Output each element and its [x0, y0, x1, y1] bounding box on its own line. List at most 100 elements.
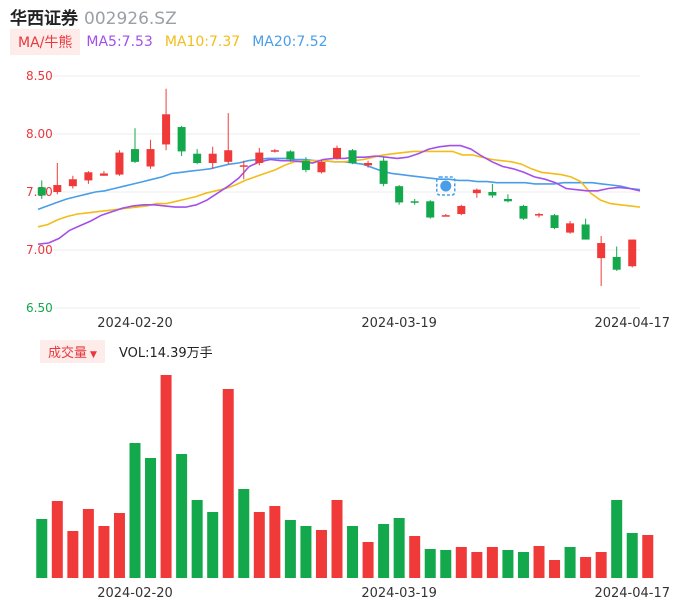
x-tick-label: 2024-02-20	[97, 316, 173, 331]
volume-bar	[284, 520, 296, 578]
marker-frame	[436, 176, 456, 196]
ma10-line	[37, 150, 641, 228]
candle	[53, 163, 62, 195]
volume-bar	[378, 524, 390, 578]
candle	[317, 160, 326, 174]
ma5-legend: MA5:7.53	[86, 34, 153, 50]
candle	[333, 145, 341, 160]
x-tick-label: 2024-04-17	[594, 586, 670, 601]
volume-bar	[269, 506, 281, 578]
volume-bar	[471, 552, 483, 578]
candle	[146, 139, 155, 169]
candle	[239, 160, 248, 180]
candle	[286, 150, 295, 162]
candle	[597, 236, 606, 286]
stock-name: 华西证券	[10, 9, 78, 29]
y-tick-label: 8.00	[26, 127, 53, 141]
candle	[410, 198, 419, 205]
volume-value: VOL:14.39万手	[118, 345, 213, 361]
candle	[162, 88, 171, 151]
candle	[177, 125, 186, 157]
candle	[472, 188, 481, 198]
crosshair-marker[interactable]	[436, 176, 456, 196]
candle	[612, 246, 621, 271]
candle	[566, 221, 575, 234]
volume-bar	[502, 550, 514, 578]
volume-bar	[176, 454, 188, 578]
volume-bar	[595, 552, 607, 578]
volume-bar	[207, 512, 219, 578]
volume-indicator-selector[interactable]: 成交量 ▼	[40, 339, 105, 363]
ma5-line	[37, 144, 641, 245]
x-tick-label: 2024-02-20	[97, 586, 173, 601]
candle	[193, 149, 202, 165]
candle	[131, 128, 139, 163]
candle	[535, 212, 543, 218]
candle	[301, 157, 310, 173]
candle	[255, 147, 264, 166]
candle	[270, 149, 279, 153]
x-tick-label: 2024-03-19	[361, 586, 437, 601]
volume-bar	[424, 549, 436, 578]
ma-indicator-selector[interactable]: MA/牛熊	[10, 29, 81, 55]
y-tick-label: 6.50	[26, 301, 53, 315]
volume-bar	[82, 509, 94, 578]
volume-bar	[222, 389, 234, 578]
ma20-legend: MA20:7.52	[252, 34, 328, 50]
candle	[224, 113, 233, 165]
candle	[441, 214, 450, 217]
volume-bar	[145, 458, 157, 578]
volume-bar	[51, 501, 63, 578]
ma20-line	[37, 157, 641, 211]
volume-bar	[549, 560, 561, 578]
candle	[519, 204, 528, 220]
volume-bar	[517, 552, 529, 578]
ma10-series	[37, 150, 641, 228]
marker-dot-icon	[440, 180, 452, 192]
candle	[99, 171, 108, 176]
volume-bar	[331, 500, 343, 578]
volume-bar	[129, 443, 141, 578]
candle	[68, 175, 77, 189]
candle	[503, 194, 512, 203]
volume-bar	[160, 375, 172, 578]
candlestick-series	[37, 88, 637, 286]
volume-date-axis: 2024-02-20 2024-03-19 2024-04-17	[97, 586, 670, 601]
candle	[364, 160, 373, 168]
volume-bar	[300, 526, 312, 578]
volume-bar	[393, 518, 405, 578]
candle	[37, 180, 46, 199]
volume-bar	[36, 519, 48, 578]
price-grid	[34, 75, 640, 309]
x-tick-label: 2024-04-17	[594, 316, 670, 331]
volume-legend-row: 成交量 ▼ VOL:14.39万手	[40, 339, 213, 363]
volume-bar	[98, 526, 110, 578]
candle	[628, 239, 637, 268]
candle	[457, 204, 466, 216]
volume-bar	[191, 500, 203, 578]
volume-bar	[315, 530, 327, 578]
volume-bar	[67, 531, 79, 578]
y-tick-label: 8.50	[26, 69, 53, 83]
price-date-axis: 2024-02-20 2024-03-19 2024-04-17	[97, 316, 670, 331]
ma10-legend: MA10:7.37	[164, 34, 241, 50]
volume-bar	[455, 547, 467, 578]
volume-bar	[113, 513, 125, 578]
y-tick-label: 7.00	[26, 243, 53, 257]
candle	[426, 200, 435, 219]
ma5-series	[37, 144, 641, 245]
volume-bar	[347, 526, 359, 578]
candle	[379, 157, 388, 187]
stock-title: 华西证券 002926.SZ	[10, 4, 177, 29]
volume-bar	[409, 536, 421, 578]
candle	[395, 185, 404, 205]
volume-bar	[440, 550, 452, 578]
volume-bar	[564, 547, 576, 578]
volume-series	[36, 375, 654, 578]
candle	[348, 149, 357, 165]
candle	[115, 150, 124, 176]
candle	[581, 218, 590, 240]
candle	[208, 146, 217, 169]
candle	[84, 171, 93, 184]
